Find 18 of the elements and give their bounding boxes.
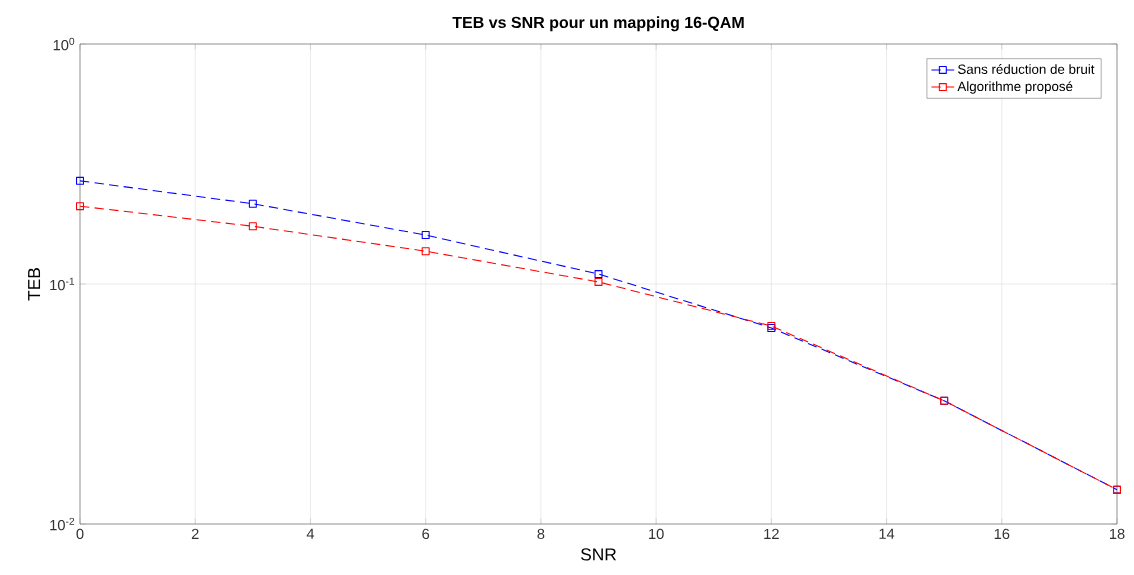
x-tick-label: 0: [76, 528, 84, 540]
x-tick-label: 14: [879, 528, 895, 539]
x-axis-title: SNR: [581, 548, 616, 561]
legend-label: Algorithme proposé: [957, 81, 1073, 94]
y-axis-title: TEB: [28, 268, 41, 301]
chart-title: TEB vs SNR pour un mapping 16-QAM: [452, 16, 744, 32]
x-tick-label: 8: [537, 528, 545, 540]
y-tick-label: 10$^{-1}$: [50, 277, 75, 291]
x-tick-label: 16: [994, 528, 1010, 540]
x-tick-label: 10: [649, 528, 664, 540]
y-tick-label: 10$^{-2}$: [50, 517, 75, 531]
x-tick-label: 6: [422, 528, 430, 540]
x-tick-label: 2: [191, 528, 199, 539]
x-tick-label: 12: [764, 528, 779, 539]
x-tick-label: 4: [306, 528, 315, 539]
y-tick-label: 10$^{0}$: [53, 37, 75, 51]
x-tick-label: 18: [1109, 528, 1125, 540]
legend-label: Sans réduction de bruit: [958, 63, 1095, 74]
